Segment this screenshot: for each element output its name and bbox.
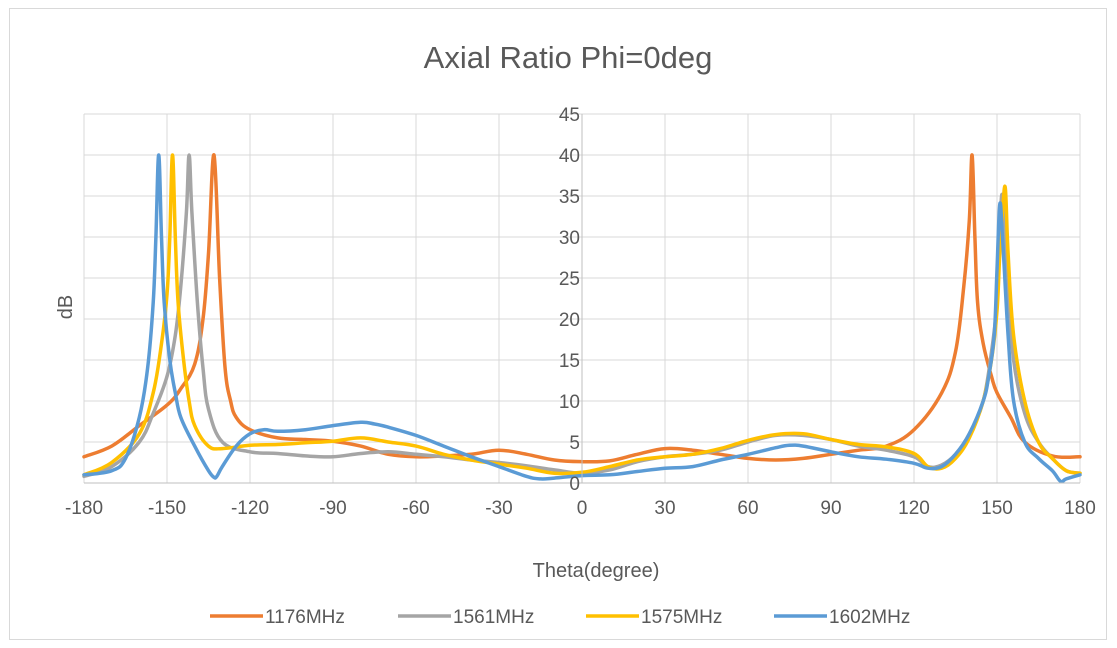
chart-title: Axial Ratio Phi=0deg xyxy=(424,40,713,75)
x-tick-label: -150 xyxy=(148,498,186,519)
x-tick-label: -120 xyxy=(231,498,269,519)
x-tick-label: 60 xyxy=(737,498,758,519)
y-tick-label: 0 xyxy=(569,474,580,495)
series-line-1176mhz xyxy=(82,153,1082,464)
legend-label-1602mhz: 1602MHz xyxy=(829,607,910,628)
x-tick-label: -180 xyxy=(65,498,103,519)
chart-svg: Axial Ratio Phi=0deg 0 5 10 15 20 25 30 35 40 45 -… xyxy=(55,40,1096,628)
y-axis-title: dB xyxy=(55,295,77,319)
x-axis-title: Theta(degree) xyxy=(533,560,660,582)
x-tick-label: 150 xyxy=(981,498,1013,519)
y-tick-label: 10 xyxy=(559,392,580,413)
x-tick-label: -90 xyxy=(319,498,346,519)
y-tick-label: 40 xyxy=(559,146,580,167)
legend-label-1561mhz: 1561MHz xyxy=(453,607,534,628)
x-tick-label: -60 xyxy=(402,498,429,519)
series-line-1602mhz xyxy=(82,153,1082,484)
x-tick-label: -30 xyxy=(485,498,512,519)
chart-frame: Axial Ratio Phi=0deg 0 5 10 15 20 25 30 35 40 45 -… xyxy=(9,8,1107,640)
axes xyxy=(84,114,1080,484)
y-tick-label: 30 xyxy=(559,228,580,249)
x-tick-label: 30 xyxy=(654,498,675,519)
legend: 1176MHz 1561MHz 1575MHz 1602MHz xyxy=(210,607,910,628)
x-tick-label: 0 xyxy=(577,498,588,519)
x-tick-label: 90 xyxy=(820,498,841,519)
x-tick-label: 120 xyxy=(898,498,930,519)
y-tick-label: 20 xyxy=(559,310,580,331)
x-tick-label: 180 xyxy=(1064,498,1096,519)
legend-label-1575mhz: 1575MHz xyxy=(641,607,722,628)
y-tick-label: 25 xyxy=(559,269,580,290)
y-tick-label: 35 xyxy=(559,187,580,208)
y-tick-label: 5 xyxy=(569,433,580,454)
y-tick-label: 45 xyxy=(559,105,580,126)
legend-label-1176mhz: 1176MHz xyxy=(265,607,345,628)
tick-labels: 0 5 10 15 20 25 30 35 40 45 -180 -150 -120 -90 -60 -30 0… xyxy=(65,105,1096,519)
y-tick-label: 15 xyxy=(559,351,580,372)
series-line-1575mhz xyxy=(82,153,1082,477)
series-layer xyxy=(82,153,1082,484)
